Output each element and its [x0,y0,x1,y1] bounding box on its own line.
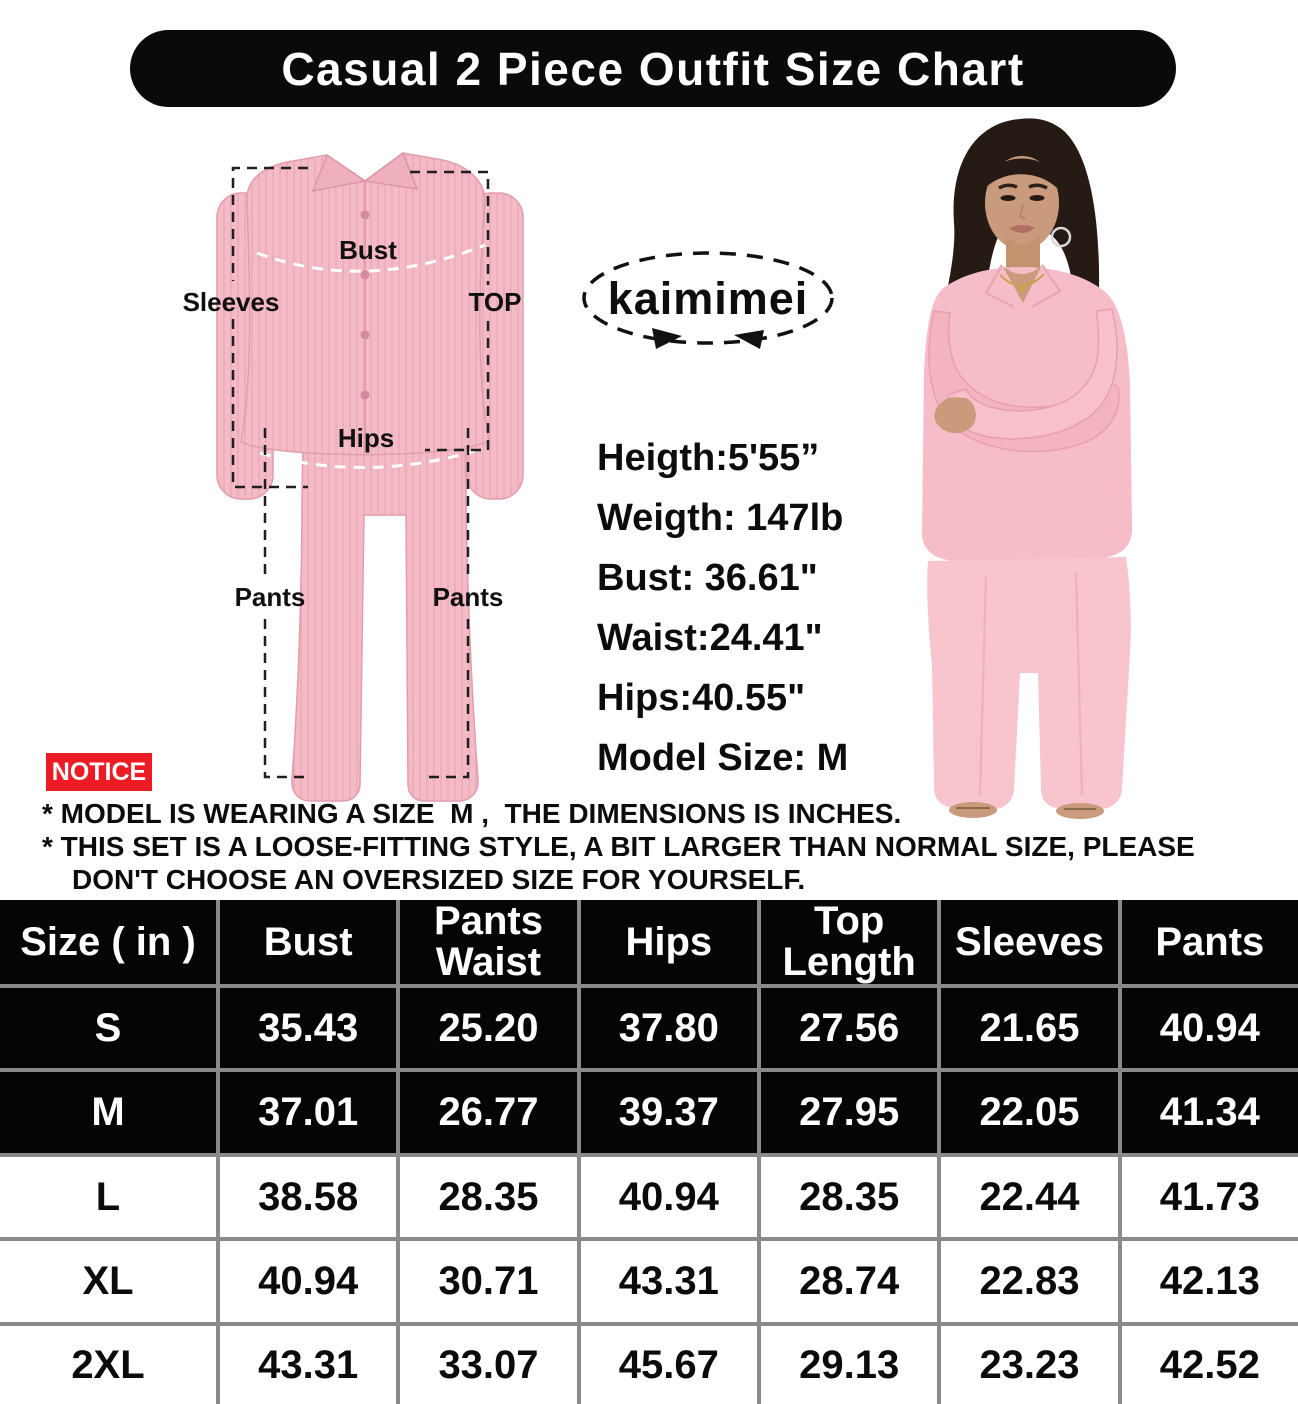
size-cell: S [0,988,216,1068]
value-cell: 33.07 [400,1326,577,1404]
diagram-collar [311,153,367,192]
header-cell: Sleeves [941,900,1118,984]
value-cell: 27.56 [760,988,938,1068]
notes: * MODEL IS WEARING A SIZE M , THE DIMENS… [42,797,1298,896]
value-cell: 40.94 [580,1157,757,1237]
necklace [999,273,1045,287]
brand-logo: kaimimei [582,251,834,349]
note-line: * MODEL IS WEARING A SIZE M , THE DIMENS… [42,798,902,829]
model-stat-size: Model Size: M [597,737,849,779]
model-measurements: Heigth:5'55” Weigth: 147lb Bust: 36.61" … [597,428,848,788]
size-cell: M [0,1072,216,1153]
value-cell: 38.58 [220,1157,397,1237]
value-cell: 26.77 [400,1072,577,1153]
value-cell: 45.67 [580,1326,757,1404]
value-cell: 42.52 [1121,1326,1298,1404]
model-stat-waist: Waist:24.41" [597,617,823,659]
header-cell: Size ( in ) [0,900,216,984]
brand-name: kaimimei [608,273,809,324]
hips-label: Hips [338,423,394,453]
model-stat-height: Heigth:5'55” [597,437,820,479]
value-cell: 30.71 [400,1241,577,1322]
value-cell: 43.31 [220,1326,397,1404]
model-pants [927,557,1131,810]
logo-ellipse [582,251,834,345]
value-cell: 22.44 [941,1157,1118,1237]
model-stat-weight: Weigth: 147lb [597,497,844,539]
note-line: * THIS SET IS A LOOSE-FITTING STYLE, A B… [42,831,1195,895]
value-cell: 40.94 [1121,988,1298,1068]
value-cell: 41.73 [1121,1157,1298,1237]
model-neck [1006,235,1040,277]
value-cell: 35.43 [220,988,397,1068]
value-cell: 28.35 [760,1157,938,1237]
value-cell: 37.01 [220,1072,397,1153]
size-cell: XL [0,1241,216,1322]
bust-measure-line [256,243,486,273]
pants-right-label: Pants [433,582,504,612]
value-cell: 22.83 [941,1241,1118,1322]
size-table: Size ( in ) Bust Pants Waist Hips Top Le… [0,900,1298,1404]
sleeves-label: Sleeves [183,287,280,317]
page-title: Casual 2 Piece Outfit Size Chart [281,42,1025,95]
earring-icon [1050,226,1072,248]
model-stat-bust: Bust: 36.61" [597,557,818,599]
diagram-pants [291,436,479,802]
diagram-buttons [360,210,370,400]
model-face [985,156,1059,250]
header-cell: Hips [580,900,757,984]
logo-arrow-right-icon [652,328,682,349]
value-cell: 23.23 [941,1326,1118,1404]
header-cell: Pants Waist [400,900,577,984]
size-cell: 2XL [0,1326,216,1404]
value-cell: 37.80 [580,988,757,1068]
model-photo [921,118,1132,819]
value-cell: 43.31 [580,1241,757,1322]
hips-measure-line [259,449,476,469]
value-cell: 29.13 [760,1326,938,1404]
measure-brackets [231,166,490,779]
value-cell: 42.13 [1121,1241,1298,1322]
value-cell: 27.95 [760,1072,938,1153]
notice-badge: NOTICE [46,753,152,791]
model-foot [1056,803,1104,819]
value-cell: 40.94 [220,1241,397,1322]
value-cell: 21.65 [941,988,1118,1068]
title-banner: Casual 2 Piece Outfit Size Chart [130,30,1176,107]
pants-left-label: Pants [235,582,306,612]
value-cell: 25.20 [400,988,577,1068]
bust-label: Bust [339,235,397,265]
header-cell: Pants [1121,900,1298,984]
model-hand [934,397,976,434]
value-cell: 39.37 [580,1072,757,1153]
value-cell: 28.35 [400,1157,577,1237]
top-label: TOP [469,287,522,317]
header-cell: Bust [220,900,397,984]
model-stat-hips: Hips:40.55" [597,677,806,719]
header-cell: Top Length [760,900,938,984]
logo-arrow-left-icon [734,330,764,349]
model-arm-right [947,308,1118,440]
value-cell: 41.34 [1121,1072,1298,1153]
size-cell: L [0,1157,216,1237]
notice-label: NOTICE [51,757,147,786]
model-foot [949,802,997,818]
garment-diagram: Bust Sleeves TOP Hips Pants Pants [183,151,524,802]
value-cell: 28.74 [760,1241,938,1322]
value-cell: 22.05 [941,1072,1118,1153]
